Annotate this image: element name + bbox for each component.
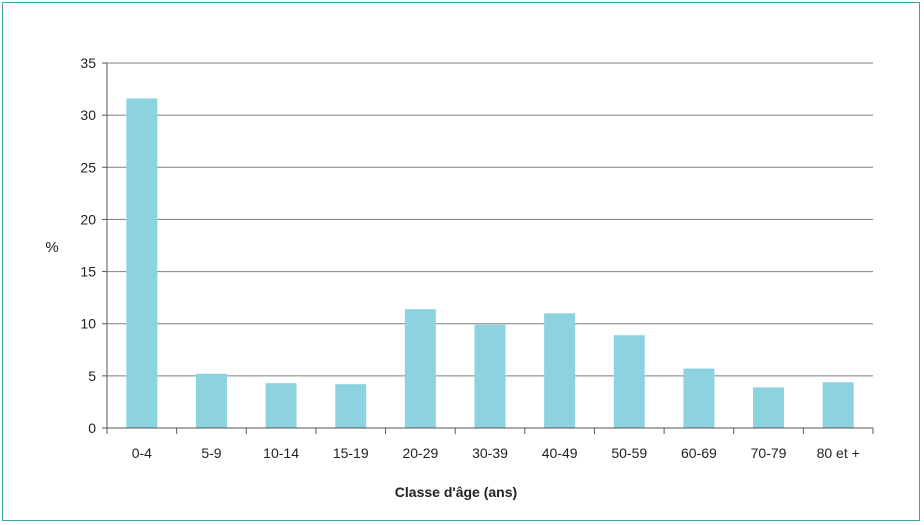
bar-60-69 <box>683 368 715 428</box>
y-tick-label: 15 <box>80 264 96 280</box>
bars <box>126 98 854 428</box>
x-axis-title: Classe d'âge (ans) <box>395 484 517 500</box>
bar-0-4 <box>126 98 158 428</box>
x-tick-label: 15-19 <box>333 445 369 461</box>
y-axis-title: % <box>45 239 58 256</box>
gridlines <box>107 62 873 377</box>
x-tick-label: 40-49 <box>542 445 578 461</box>
bar-80 et + <box>822 382 854 428</box>
bar-40-49 <box>544 313 576 428</box>
x-tick-label: 50-59 <box>611 445 647 461</box>
bar-70-79 <box>753 387 785 428</box>
bar-30-39 <box>474 324 506 428</box>
x-tick-label: 70-79 <box>751 445 787 461</box>
y-tick-labels: 0 5 10 15 20 25 30 35 <box>80 55 107 436</box>
y-tick-label: 20 <box>80 211 96 227</box>
y-tick-label: 30 <box>80 107 96 123</box>
y-tick-label: 25 <box>80 159 96 175</box>
y-tick-label: 35 <box>80 55 96 71</box>
x-tick-labels: 0-4 5-9 10-14 15-19 20-29 30-39 40-49 50-59 60-6… <box>106 428 874 461</box>
y-tick-label: 0 <box>88 420 96 436</box>
y-tick-label: 5 <box>88 368 96 384</box>
bar-10-14 <box>265 383 297 428</box>
x-tick-label: 20-29 <box>402 445 438 461</box>
x-tick-label: 60-69 <box>681 445 717 461</box>
x-tick-label: 5-9 <box>201 445 221 461</box>
x-tick-label: 10-14 <box>263 445 299 461</box>
bar-50-59 <box>613 335 645 428</box>
y-tick-label: 10 <box>80 316 96 332</box>
bar-15-19 <box>335 384 367 428</box>
bar-20-29 <box>404 309 436 428</box>
bar-5-9 <box>195 373 227 428</box>
x-tick-label: 80 et + <box>817 445 860 461</box>
x-tick-label: 30-39 <box>472 445 508 461</box>
x-tick-label: 0-4 <box>132 445 152 461</box>
